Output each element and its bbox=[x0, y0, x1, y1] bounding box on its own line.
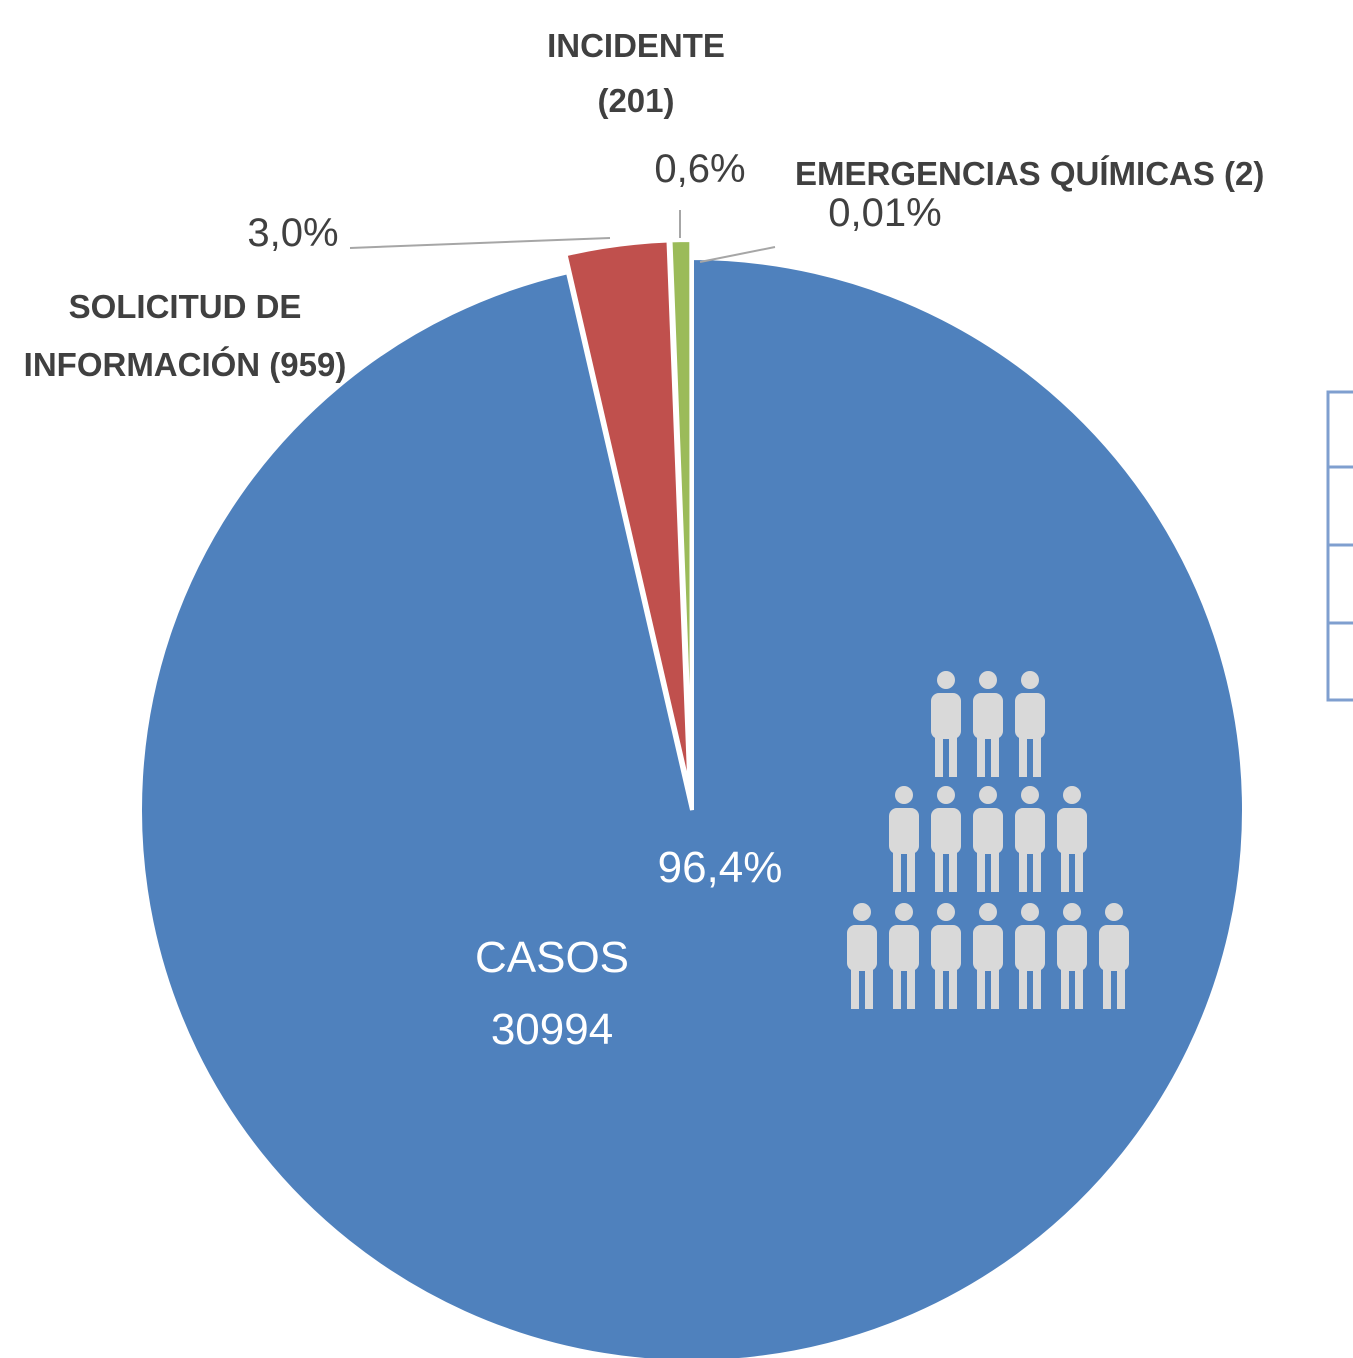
people-icon bbox=[847, 671, 1129, 1009]
person-leg bbox=[949, 735, 957, 777]
person-head bbox=[1063, 786, 1081, 804]
person-leg bbox=[893, 850, 901, 892]
person-leg bbox=[1061, 967, 1069, 1009]
person-body bbox=[1057, 808, 1087, 854]
person-leg bbox=[851, 967, 859, 1009]
person-leg bbox=[1019, 967, 1027, 1009]
person-body bbox=[889, 925, 919, 971]
person-head bbox=[979, 903, 997, 921]
person-body bbox=[1099, 925, 1129, 971]
person-head bbox=[937, 786, 955, 804]
person-head bbox=[979, 786, 997, 804]
leader-line bbox=[699, 246, 776, 263]
person-leg bbox=[907, 850, 915, 892]
person-leg bbox=[1033, 967, 1041, 1009]
person-head bbox=[937, 671, 955, 689]
person-leg bbox=[991, 735, 999, 777]
value-label: 96,4% bbox=[657, 843, 783, 892]
person-body bbox=[973, 925, 1003, 971]
person-leg bbox=[935, 850, 943, 892]
person-leg bbox=[977, 735, 985, 777]
person-leg bbox=[907, 967, 915, 1009]
person-leg bbox=[865, 967, 873, 1009]
pie-slice bbox=[138, 255, 1246, 1358]
pie-slice bbox=[563, 238, 692, 793]
person-body bbox=[931, 693, 961, 739]
person-leg bbox=[991, 850, 999, 892]
value-label: 0,01% bbox=[828, 191, 942, 235]
person-leg bbox=[1075, 967, 1083, 1009]
person-body bbox=[1015, 808, 1045, 854]
person-body bbox=[973, 808, 1003, 854]
person-leg bbox=[1019, 850, 1027, 892]
person-leg bbox=[991, 967, 999, 1009]
person-leg bbox=[977, 967, 985, 1009]
person-leg bbox=[1117, 967, 1125, 1009]
category-label: CASOS 30994 bbox=[474, 933, 630, 1054]
person-head bbox=[1021, 671, 1039, 689]
person-body bbox=[1057, 925, 1087, 971]
person-body bbox=[1015, 693, 1045, 739]
person-leg bbox=[949, 850, 957, 892]
person-leg bbox=[977, 850, 985, 892]
person-head bbox=[853, 903, 871, 921]
person-leg bbox=[1103, 967, 1111, 1009]
person-leg bbox=[893, 967, 901, 1009]
person-head bbox=[895, 786, 913, 804]
person-head bbox=[1063, 903, 1081, 921]
partial-table bbox=[1326, 390, 1353, 702]
leader-line bbox=[349, 237, 611, 249]
person-leg bbox=[1019, 735, 1027, 777]
person-body bbox=[973, 693, 1003, 739]
person-leg bbox=[1033, 735, 1041, 777]
person-body bbox=[847, 925, 877, 971]
value-label: 3,0% bbox=[247, 211, 339, 255]
person-body bbox=[889, 808, 919, 854]
person-head bbox=[895, 903, 913, 921]
person-head bbox=[979, 671, 997, 689]
person-body bbox=[931, 925, 961, 971]
person-body bbox=[931, 808, 961, 854]
person-body bbox=[1015, 925, 1045, 971]
person-head bbox=[1105, 903, 1123, 921]
person-leg bbox=[1075, 850, 1083, 892]
person-head bbox=[1021, 903, 1039, 921]
person-leg bbox=[949, 967, 957, 1009]
person-leg bbox=[1033, 850, 1041, 892]
category-label: SOLICITUD DE INFORMACIÓN (959) bbox=[23, 288, 347, 383]
category-label: INCIDENTE (201) bbox=[547, 27, 725, 119]
person-leg bbox=[935, 967, 943, 1009]
value-label: 0,6% bbox=[654, 147, 746, 191]
person-head bbox=[1021, 786, 1039, 804]
person-head bbox=[937, 903, 955, 921]
category-label: EMERGENCIAS QUÍMICAS (2) bbox=[795, 155, 1265, 192]
person-leg bbox=[935, 735, 943, 777]
person-leg bbox=[1061, 850, 1069, 892]
